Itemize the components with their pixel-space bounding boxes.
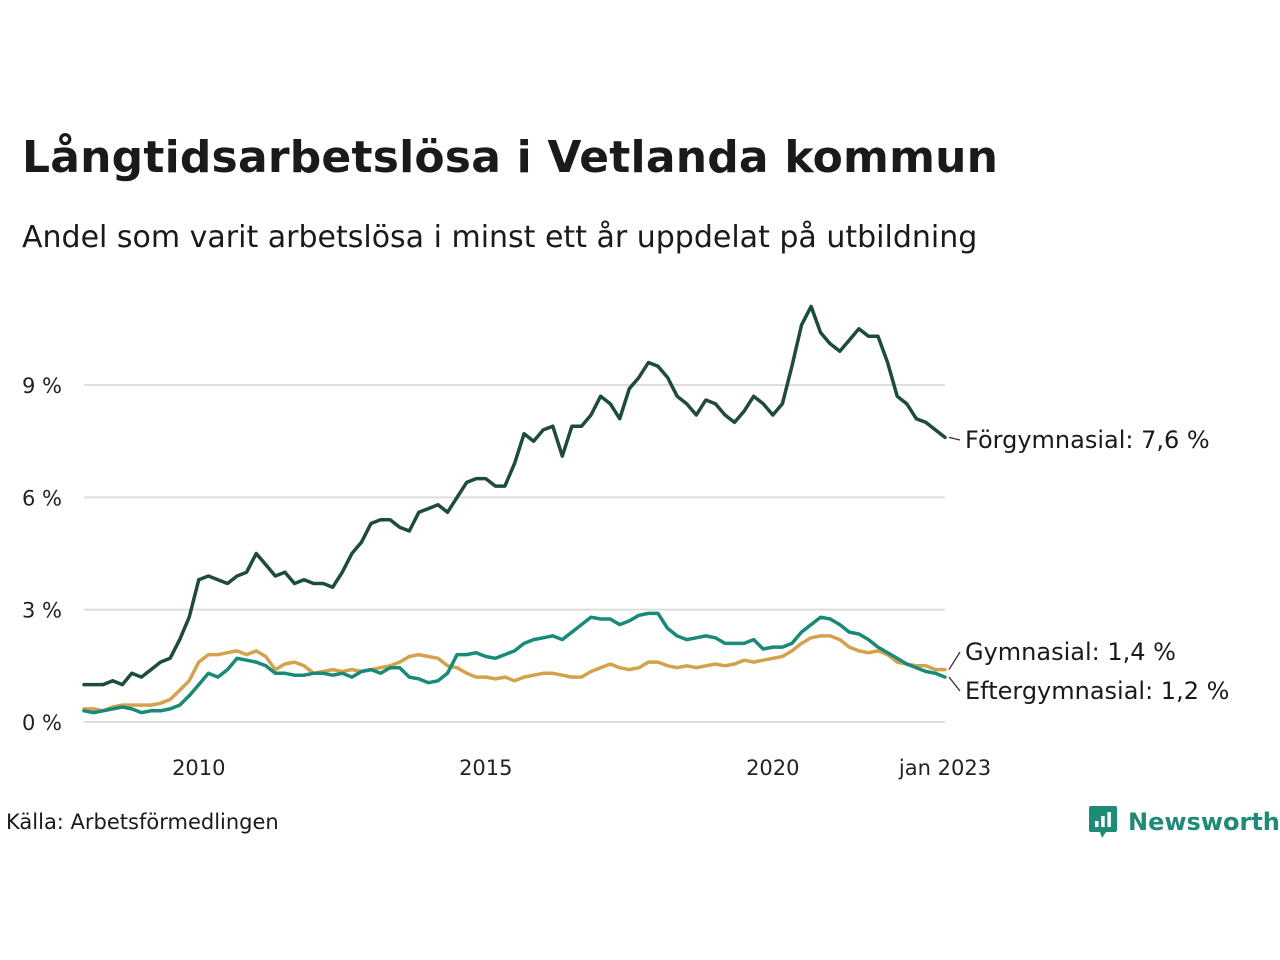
x-tick-label: 2010 <box>172 756 225 780</box>
chart-subtitle: Andel som varit arbetslösa i minst ett å… <box>22 220 978 255</box>
y-tick-label: 0 % <box>22 711 62 735</box>
source-note: Källa: Arbetsförmedlingen <box>6 810 279 834</box>
label-leader-line <box>948 676 961 692</box>
brand-name: Newsworthy <box>1128 808 1280 836</box>
label-leader-line <box>948 651 961 670</box>
x-tick-label: 2015 <box>459 756 512 780</box>
brand-logo[interactable]: Newsworthy <box>1088 804 1280 840</box>
x-tick-label: jan 2023 <box>898 756 991 780</box>
label-leader-line <box>948 436 961 441</box>
chart-title: Långtidsarbetslösa i Vetlanda kommun <box>22 132 999 183</box>
series-line-gymnasial <box>82 634 947 713</box>
series-end-labels: Förgymnasial: 7,6 % Gymnasial: 1,4 % Efter… <box>948 426 1229 705</box>
series-end-label: Förgymnasial: 7,6 % <box>965 426 1210 454</box>
grid-lines <box>84 384 945 723</box>
y-axis-ticks: 0 % 3 % 6 % 9 % <box>22 374 62 735</box>
y-tick-label: 3 % <box>22 599 62 623</box>
x-tick-label: 2020 <box>746 756 799 780</box>
newsworthy-logo-icon <box>1089 806 1117 838</box>
series-line-eftergymnasial <box>82 611 947 715</box>
x-axis-ticks: 2010 2015 2020 jan 2023 <box>172 756 991 780</box>
series-end-label: Gymnasial: 1,4 % <box>965 638 1176 666</box>
y-tick-label: 9 % <box>22 374 62 398</box>
series-end-label: Eftergymnasial: 1,2 % <box>965 677 1229 705</box>
y-tick-label: 6 % <box>22 486 62 510</box>
series-lines <box>82 304 947 715</box>
series-line-förgymnasial <box>82 304 947 687</box>
